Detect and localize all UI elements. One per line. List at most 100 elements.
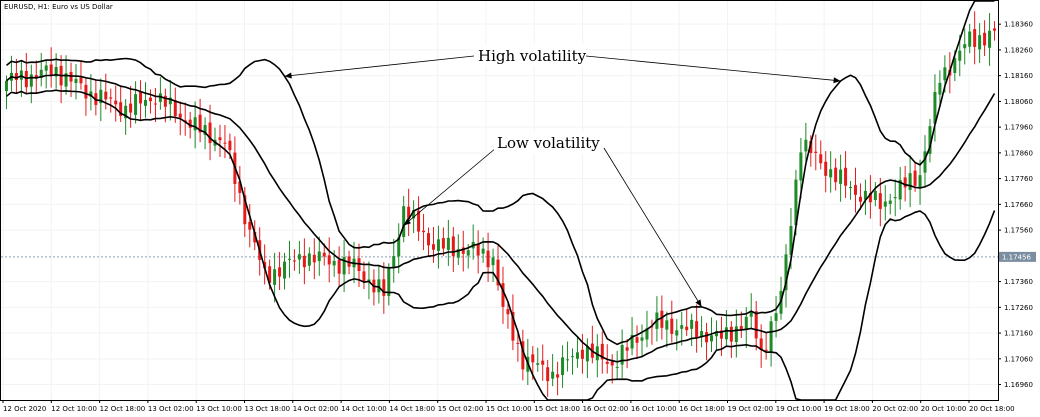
x-tick-label: 19 Oct 18:00 bbox=[824, 405, 870, 413]
candle-body bbox=[481, 248, 485, 254]
price-axis[interactable]: 1.18360 1.18260 1.18160 1.18060 1.17960 1.178… bbox=[998, 21, 1033, 389]
high-volatility-label: High volatility bbox=[478, 47, 587, 65]
candle-body bbox=[153, 103, 157, 105]
candle-body bbox=[769, 321, 773, 352]
x-tick-label: 12 Oct 10:00 bbox=[51, 405, 97, 413]
candle-body bbox=[695, 321, 699, 339]
candle-body bbox=[168, 97, 172, 105]
x-tick-label: 13 Oct 02:00 bbox=[148, 405, 194, 413]
candle-body bbox=[774, 313, 778, 321]
y-tick-label: 1.17760 bbox=[1004, 175, 1033, 183]
candle-body bbox=[893, 197, 897, 199]
candle-body bbox=[104, 91, 108, 100]
x-tick-label: 19 Oct 10:00 bbox=[776, 405, 822, 413]
candle-body bbox=[928, 126, 932, 154]
candle-body bbox=[461, 247, 465, 254]
candle-body bbox=[729, 326, 733, 342]
y-tick-label: 1.16960 bbox=[1004, 381, 1033, 389]
x-tick-label: 14 Oct 18:00 bbox=[389, 405, 435, 413]
x-tick-label: 20 Oct 02:00 bbox=[872, 405, 918, 413]
candle-body bbox=[908, 173, 912, 190]
candle-body bbox=[19, 70, 23, 80]
candle-body bbox=[968, 31, 972, 47]
y-tick-label: 1.17060 bbox=[1004, 355, 1033, 363]
candle-body bbox=[307, 253, 311, 266]
candle-body bbox=[595, 346, 599, 361]
candle-body bbox=[476, 243, 480, 256]
candle-body bbox=[139, 91, 143, 104]
candle-body bbox=[337, 260, 341, 274]
candle-body bbox=[829, 169, 833, 178]
y-tick-label: 1.17860 bbox=[1004, 149, 1033, 157]
x-tick-label: 14 Oct 10:00 bbox=[341, 405, 387, 413]
candle-body bbox=[754, 311, 758, 339]
arrow-low-vol-right-head bbox=[695, 299, 702, 307]
candle-body bbox=[84, 84, 88, 99]
candle-body bbox=[178, 113, 182, 118]
candle-body bbox=[858, 196, 862, 202]
arrow-high-vol-left-head bbox=[284, 72, 292, 79]
candle-body bbox=[566, 359, 570, 361]
candle-body bbox=[963, 44, 967, 49]
x-tick-label: 20 Oct 10:00 bbox=[921, 405, 967, 413]
x-tick-label: 13 Oct 18:00 bbox=[245, 405, 291, 413]
candle-body bbox=[332, 260, 336, 266]
candle-body bbox=[273, 269, 277, 285]
candle-body bbox=[54, 66, 58, 77]
y-tick-label: 1.17660 bbox=[1004, 201, 1033, 209]
candle-body bbox=[412, 209, 416, 219]
candle-body bbox=[496, 259, 500, 286]
bollinger-bands bbox=[5, 0, 996, 401]
candle-body bbox=[99, 89, 103, 104]
middle-band bbox=[5, 73, 996, 363]
candle-body bbox=[650, 326, 654, 328]
high-volatility-label-bg bbox=[474, 44, 586, 66]
candle-body bbox=[203, 125, 207, 135]
candle-body bbox=[198, 114, 202, 133]
candle-body bbox=[456, 249, 460, 258]
x-tick-label: 15 Oct 10:00 bbox=[486, 405, 532, 413]
time-axis[interactable]: 12 Oct 2020 12 Oct 10:00 12 Oct 18:00 13 Oc… bbox=[2, 400, 1015, 413]
candle-body bbox=[764, 349, 768, 352]
candle-body bbox=[466, 250, 470, 256]
candle-body bbox=[665, 320, 669, 330]
candle-body bbox=[551, 371, 555, 379]
candle-body bbox=[362, 271, 366, 282]
candle-body bbox=[705, 332, 709, 343]
candle-body bbox=[218, 137, 222, 141]
x-tick-label: 13 Oct 10:00 bbox=[196, 405, 242, 413]
candle-body bbox=[789, 226, 793, 256]
candle-body bbox=[988, 30, 992, 48]
candle-body bbox=[784, 254, 788, 291]
candle-body bbox=[223, 142, 227, 144]
candle-body bbox=[134, 94, 138, 115]
candle-body bbox=[625, 347, 629, 351]
candles[interactable] bbox=[4, 11, 997, 397]
candle-body bbox=[208, 122, 212, 144]
candle-body bbox=[228, 140, 232, 151]
candle-body bbox=[585, 346, 589, 362]
candle-body bbox=[422, 230, 426, 233]
candle-body bbox=[44, 65, 48, 71]
candle-body bbox=[436, 239, 440, 251]
candle-body bbox=[34, 75, 38, 79]
candle-body bbox=[739, 326, 743, 330]
candle-body bbox=[883, 201, 887, 207]
arrow-low-vol-right bbox=[603, 147, 702, 308]
candle-body bbox=[317, 251, 321, 262]
candle-body bbox=[749, 311, 753, 317]
x-tick-label: 20 Oct 18:00 bbox=[969, 405, 1015, 413]
low-volatility-label-bg bbox=[494, 132, 602, 154]
candle-body bbox=[531, 354, 535, 363]
candle-body bbox=[700, 331, 704, 338]
candle-body bbox=[680, 325, 684, 329]
arrow-high-vol-right bbox=[585, 55, 841, 82]
current-price-badge bbox=[999, 251, 1036, 262]
candle-body bbox=[148, 97, 152, 102]
candle-body bbox=[312, 254, 316, 263]
candle-body bbox=[983, 32, 987, 46]
candle-body bbox=[635, 337, 639, 343]
candle-body bbox=[541, 360, 545, 365]
candle-body bbox=[173, 100, 177, 117]
